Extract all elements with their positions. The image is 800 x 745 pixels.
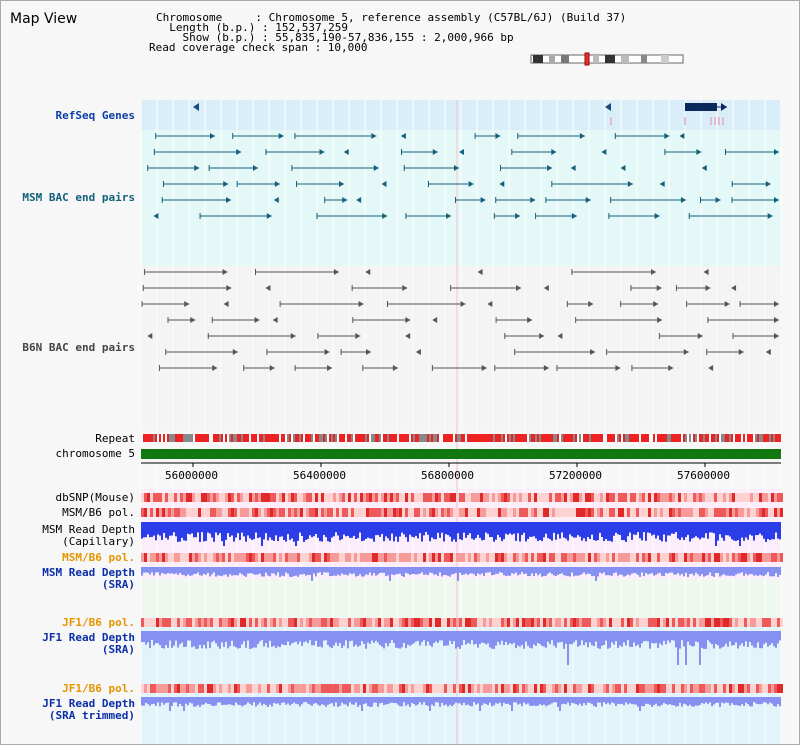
track-label-chromosome[interactable]: chromosome 5: [55, 447, 135, 460]
b6n-bac-pairs[interactable]: [141, 269, 779, 371]
refseq-gene-track[interactable]: [193, 103, 727, 125]
track-label-msm-depth-capillary[interactable]: MSM Read Depth (Capillary): [42, 523, 135, 548]
read-depth-rows[interactable]: [141, 522, 781, 711]
repeat-track[interactable]: [141, 434, 781, 442]
show-range-info: Show (b.p.) : 55,835,190-57,836,155 : 2,…: [156, 31, 514, 44]
track-label-repeat[interactable]: Repeat: [95, 432, 135, 445]
track-label-jf1-b6-pol[interactable]: JF1/B6 pol.: [62, 616, 135, 629]
track-label-dbsnp[interactable]: dbSNP(Mouse): [55, 491, 135, 504]
track-label-msm-bac[interactable]: MSM BAC end pairs: [22, 191, 135, 204]
map-view-title: Map View: [10, 11, 78, 27]
track-label-b6n-bac[interactable]: B6N BAC end pairs: [22, 341, 135, 354]
axis-tick-label: 57600000: [677, 469, 730, 482]
axis-tick-label: 56400000: [293, 469, 346, 482]
track-label-msm-depth-sra[interactable]: MSM Read Depth (SRA): [42, 566, 135, 591]
chromosome-ideogram[interactable]: [530, 52, 684, 66]
axis-tick-label: 56000000: [165, 469, 218, 482]
coverage-span-info: Read coverage check span : 10,000: [149, 41, 368, 54]
msm-bac-pairs[interactable]: [147, 133, 779, 219]
chromosome-bar[interactable]: [141, 449, 781, 459]
track-label-msm-b6-pol-2[interactable]: MSM/B6 pol.: [62, 551, 135, 564]
chromosome-info: Chromosome : Chromosome 5, reference ass…: [156, 11, 627, 24]
track-label-jf1-depth-sra[interactable]: JF1 Read Depth (SRA): [42, 631, 135, 656]
track-label-jf1-depth-trimmed[interactable]: JF1 Read Depth (SRA trimmed): [42, 697, 135, 722]
track-label-msm-b6-pol[interactable]: MSM/B6 pol.: [62, 506, 135, 519]
length-info: Length (b.p.) : 152,537,259: [156, 21, 349, 34]
axis-ticks: [192, 463, 706, 467]
track-label-jf1-b6-pol-2[interactable]: JF1/B6 pol.: [62, 682, 135, 695]
axis-tick-label: 56800000: [421, 469, 474, 482]
track-label-refseq[interactable]: RefSeq Genes: [55, 109, 135, 122]
axis-tick-label: 57200000: [549, 469, 602, 482]
polymorphism-heat-rows[interactable]: [141, 493, 783, 693]
